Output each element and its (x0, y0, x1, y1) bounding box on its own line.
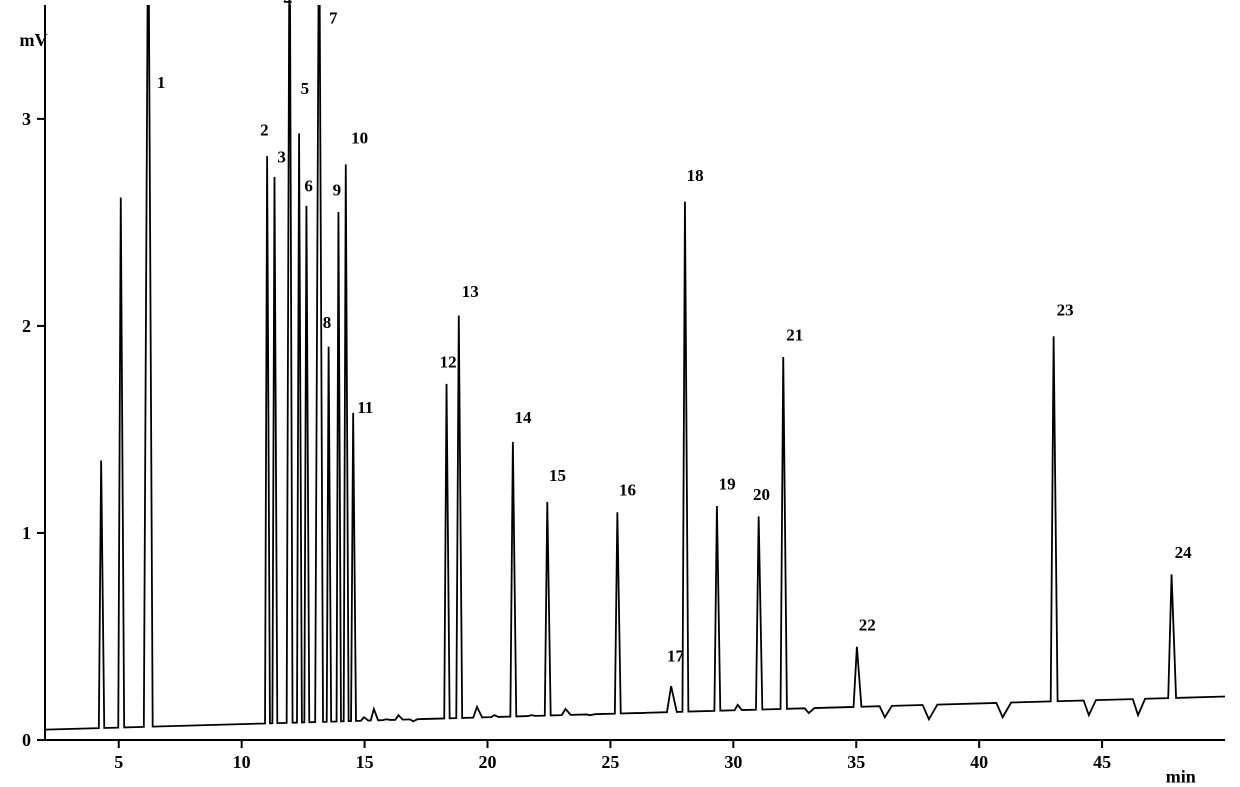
x-tick-label: 45 (1093, 752, 1111, 772)
peak-label: 7 (329, 9, 338, 28)
x-tick-label: 35 (847, 752, 865, 772)
peak-label: 19 (719, 474, 736, 493)
peak-label: 5 (301, 79, 310, 98)
peak-label: 23 (1057, 301, 1074, 320)
peak-label: 1 (157, 73, 166, 92)
peak-label: 16 (619, 481, 636, 500)
peak-label: 12 (440, 352, 457, 371)
peak-label: 14 (515, 408, 533, 427)
y-tick-label: 1 (22, 523, 31, 543)
peak-label: 11 (357, 398, 373, 417)
y-tick-label: 0 (22, 730, 31, 750)
x-tick-label: 20 (479, 752, 497, 772)
x-tick-label: 15 (356, 752, 374, 772)
peak-label: 18 (687, 166, 704, 185)
peak-label: 4 (283, 0, 292, 9)
peak-label: 22 (859, 615, 876, 634)
peak-label: 2 (260, 120, 269, 139)
peak-label: 10 (351, 129, 368, 148)
peak-label: 21 (786, 325, 803, 344)
peak-label: 6 (304, 176, 313, 195)
peak-label: 13 (462, 282, 479, 301)
x-axis-label: min (1166, 767, 1196, 787)
x-tick-label: 5 (114, 752, 123, 772)
x-tick-label: 40 (970, 752, 988, 772)
chromatogram-chart: 510152025303540450123minmV12345678910111… (0, 0, 1240, 787)
peak-label: 15 (549, 466, 566, 485)
peak-label: 3 (277, 147, 286, 166)
peak-label: 24 (1175, 543, 1193, 562)
y-tick-label: 3 (22, 109, 31, 129)
peak-label: 8 (323, 313, 332, 332)
chromatogram-trace (45, 2, 1225, 730)
y-axis-label: mV (19, 30, 47, 50)
peak-label: 20 (753, 485, 770, 504)
y-tick-label: 2 (22, 316, 31, 336)
x-tick-label: 10 (233, 752, 251, 772)
x-tick-label: 25 (601, 752, 619, 772)
peak-label: 17 (667, 646, 685, 665)
peak-label: 9 (333, 180, 342, 199)
x-tick-label: 30 (724, 752, 742, 772)
